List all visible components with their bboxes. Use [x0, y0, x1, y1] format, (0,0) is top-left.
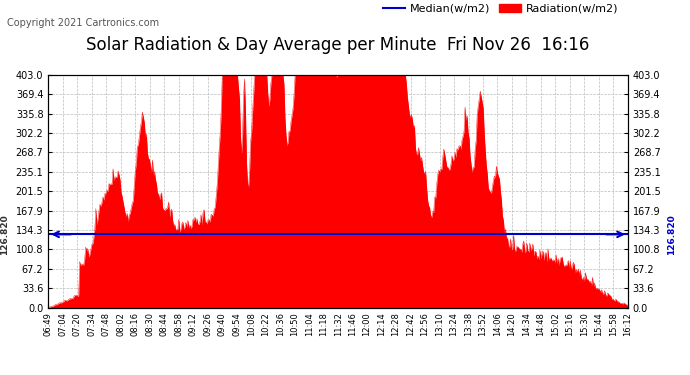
Title: Solar Radiation & Day Average per Minute  Fri Nov 26  16:16: Solar Radiation & Day Average per Minute…	[86, 36, 590, 54]
Text: 126.820: 126.820	[0, 214, 10, 255]
Text: Copyright 2021 Cartronics.com: Copyright 2021 Cartronics.com	[7, 18, 159, 28]
Legend: Median(w/m2), Radiation(w/m2): Median(w/m2), Radiation(w/m2)	[378, 0, 622, 18]
Text: 126.820: 126.820	[667, 214, 676, 255]
